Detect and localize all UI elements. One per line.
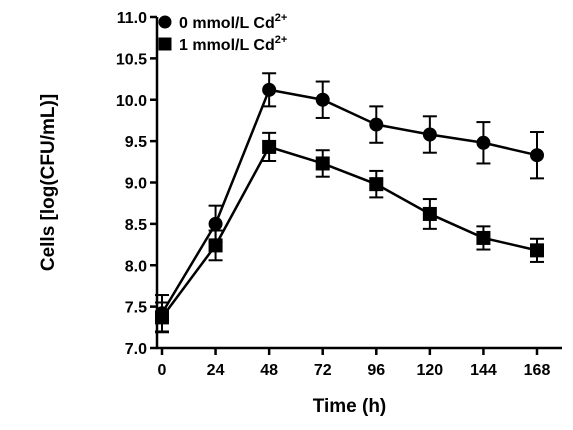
legend-label: 1 mmol/L Cd2+ <box>179 34 287 54</box>
x-tick-label: 120 <box>417 362 444 379</box>
y-tick-label: 7.0 <box>125 341 147 358</box>
data-point-square <box>369 177 384 192</box>
y-tick-label: 10.0 <box>116 93 147 110</box>
data-point-circle <box>422 127 437 142</box>
legend-label: 0 mmol/L Cd2+ <box>179 12 287 32</box>
data-point-circle <box>208 216 223 231</box>
x-tick-label: 24 <box>207 362 225 379</box>
series-line <box>160 145 538 319</box>
data-point-square <box>422 206 437 221</box>
x-tick-label: 96 <box>367 362 385 379</box>
legend-label-superscript: 2+ <box>275 34 288 46</box>
legend-item: 1 mmol/L Cd2+ <box>158 34 287 54</box>
y-tick-label: 10.5 <box>116 51 147 68</box>
x-tick-label: 72 <box>314 362 332 379</box>
y-tick-label: 11.0 <box>117 10 147 27</box>
y-tick-label: 8.0 <box>125 258 147 275</box>
legend-label-superscript: 2+ <box>275 12 288 24</box>
data-point-square <box>262 139 277 154</box>
series-circle <box>155 72 544 333</box>
data-point-circle <box>476 135 491 150</box>
y-tick-label: 9.0 <box>125 176 147 193</box>
series-line <box>160 88 538 314</box>
data-point-square <box>476 230 491 245</box>
x-tick-label: 48 <box>260 362 278 379</box>
x-tick-label: 0 <box>158 362 167 379</box>
y-axis-title: Cells [log(CFU/mL)] <box>38 94 59 271</box>
data-point-circle <box>530 148 544 163</box>
legend: 0 mmol/L Cd2+1 mmol/L Cd2+ <box>158 12 287 54</box>
data-point-circle <box>315 92 330 107</box>
legend-marker-circle <box>158 15 172 29</box>
legend-marker-square <box>158 37 172 51</box>
y-tick-label: 9.5 <box>125 134 147 151</box>
x-axis-title: Time (h) <box>313 396 387 417</box>
data-point-square <box>208 238 223 253</box>
series-square <box>155 131 544 334</box>
x-tick-label: 144 <box>470 362 497 379</box>
y-tick-label: 8.5 <box>125 217 147 234</box>
data-point-circle <box>369 117 384 132</box>
axes: 7.0 7.5 8.0 8.5 9.0 9.5 10.0 10.5 11.0 0 24 48 72 96 1… <box>116 10 562 379</box>
legend-item: 0 mmol/L Cd2+ <box>158 12 287 32</box>
y-tick-label: 7.5 <box>125 300 147 317</box>
data-point-square <box>315 156 330 171</box>
x-tick-label: 168 <box>524 362 551 379</box>
data-point-square <box>530 243 544 258</box>
series-layer <box>155 72 544 334</box>
data-point-circle <box>262 82 277 97</box>
data-point-square <box>155 310 169 325</box>
